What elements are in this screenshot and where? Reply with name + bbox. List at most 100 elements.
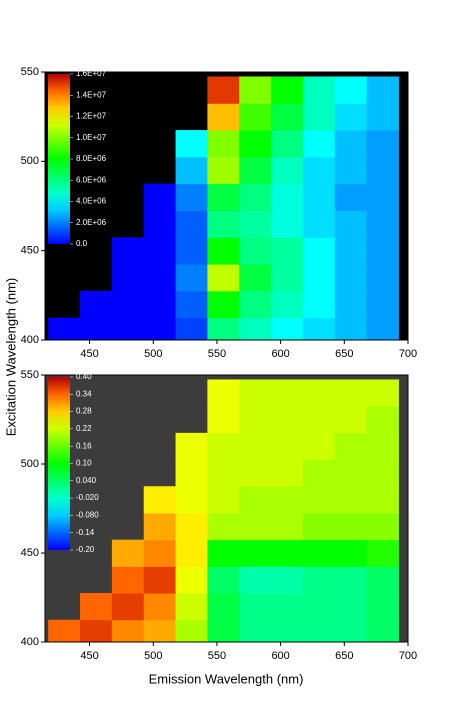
heatmap-cell xyxy=(366,379,399,407)
heatmap-cell xyxy=(207,76,240,104)
colorbar-label: -0.20 xyxy=(76,545,95,554)
heatmap-cell xyxy=(366,317,399,340)
heatmap-cell xyxy=(302,103,336,131)
heatmap-cell xyxy=(334,593,368,621)
heatmap-cell xyxy=(175,290,208,319)
heatmap-cell xyxy=(366,76,399,104)
heatmap-cell xyxy=(366,103,399,131)
heatmap-cell xyxy=(271,290,304,319)
heatmap-cell xyxy=(48,317,81,340)
heatmap-cell xyxy=(334,264,368,292)
heatmap-cell xyxy=(302,406,336,434)
heatmap-cell xyxy=(175,593,208,621)
heatmap-cell xyxy=(111,317,145,340)
heatmap-cell xyxy=(302,290,336,319)
heatmap-cell xyxy=(271,317,304,340)
heatmap-cell xyxy=(175,237,208,265)
colorbar-label: -0.14 xyxy=(76,528,95,537)
y-tick-label: 450 xyxy=(21,547,39,559)
heatmap-cell xyxy=(334,156,368,185)
heatmap-cell xyxy=(302,130,336,158)
plot-frame xyxy=(44,374,409,643)
heatmap-cell xyxy=(239,103,272,131)
heatmap-cell xyxy=(207,512,240,541)
heatmap-cell xyxy=(175,210,208,238)
heatmap-cell xyxy=(302,619,336,642)
heatmap-cell xyxy=(366,486,399,514)
x-tick-label: 450 xyxy=(80,650,98,662)
heatmap-cell xyxy=(334,459,368,487)
heatmap-cell xyxy=(271,593,304,621)
heatmap-cell xyxy=(366,459,399,487)
heatmap-cell xyxy=(334,237,368,265)
x-tick-label: 700 xyxy=(399,650,417,662)
heatmap-cell xyxy=(239,406,272,434)
y-tick-label: 400 xyxy=(21,334,39,346)
heatmap-cell xyxy=(111,264,145,292)
heatmap-cell xyxy=(143,264,177,292)
heatmap-cell xyxy=(80,317,113,340)
heatmap-cell xyxy=(366,156,399,185)
heatmap-cell xyxy=(207,264,240,292)
heatmap-cell xyxy=(111,237,145,265)
heatmap-cell xyxy=(239,593,272,621)
x-tick-label: 550 xyxy=(208,348,226,360)
x-tick-label: 650 xyxy=(335,348,353,360)
heatmap-cell xyxy=(207,103,240,131)
heatmap-cell xyxy=(366,619,399,642)
y-axis-label: Excitation Wavelength (nm) xyxy=(3,278,18,436)
heatmap-cell xyxy=(239,512,272,541)
heatmap-cell xyxy=(239,290,272,319)
heatmap-cell xyxy=(80,593,113,621)
heatmap-cell xyxy=(111,619,145,642)
heatmap-cell xyxy=(207,183,240,211)
heatmap-cell xyxy=(271,130,304,158)
heatmap-cell xyxy=(302,237,336,265)
heatmap-cell xyxy=(175,264,208,292)
heatmap-cell xyxy=(143,210,177,238)
heatmap-cell xyxy=(302,76,336,104)
colorbar-label: 0.040 xyxy=(76,476,97,485)
heatmap-cell xyxy=(207,593,240,621)
heatmap-cell xyxy=(302,183,336,211)
x-tick-label: 700 xyxy=(399,348,417,360)
heatmap-cell xyxy=(239,317,272,340)
colorbar-label: 0.40 xyxy=(76,372,92,381)
heatmap-cell xyxy=(207,317,240,340)
heatmap-cell xyxy=(334,130,368,158)
heatmap-cell xyxy=(175,317,208,340)
x-tick-label: 600 xyxy=(271,348,289,360)
heatmap-cell xyxy=(366,290,399,319)
heatmap-cell xyxy=(239,210,272,238)
heatmap-cell xyxy=(143,593,177,621)
y-tick-label: 400 xyxy=(21,636,39,648)
heatmap-cell xyxy=(207,156,240,185)
colorbar-label: 1.0E+07 xyxy=(76,133,107,142)
heatmap-cell xyxy=(207,539,240,567)
x-tick-label: 500 xyxy=(144,650,162,662)
heatmap-cell xyxy=(334,183,368,211)
heatmap-cell xyxy=(175,486,208,514)
x-tick-label: 450 xyxy=(80,348,98,360)
heatmap-cell xyxy=(271,379,304,407)
heatmap-cell xyxy=(207,406,240,434)
colorbar-label: 1.4E+07 xyxy=(76,90,107,99)
colorbar-label: 6.0E+06 xyxy=(76,175,107,184)
heatmap-cell xyxy=(143,317,177,340)
heatmap-cell xyxy=(239,432,272,461)
heatmap-cell xyxy=(239,76,272,104)
heatmap-cell xyxy=(302,264,336,292)
colorbar-label: 0.34 xyxy=(76,389,92,398)
heatmap-cell xyxy=(143,512,177,541)
heatmap-cell xyxy=(271,566,304,594)
heatmap-cell xyxy=(175,566,208,594)
heatmap-cell xyxy=(143,539,177,567)
heatmap-cell xyxy=(366,264,399,292)
heatmap xyxy=(48,379,399,642)
heatmap-cell xyxy=(302,379,336,407)
x-tick-label: 600 xyxy=(271,650,289,662)
heatmap-cell xyxy=(302,512,336,541)
heatmap-cell xyxy=(334,290,368,319)
